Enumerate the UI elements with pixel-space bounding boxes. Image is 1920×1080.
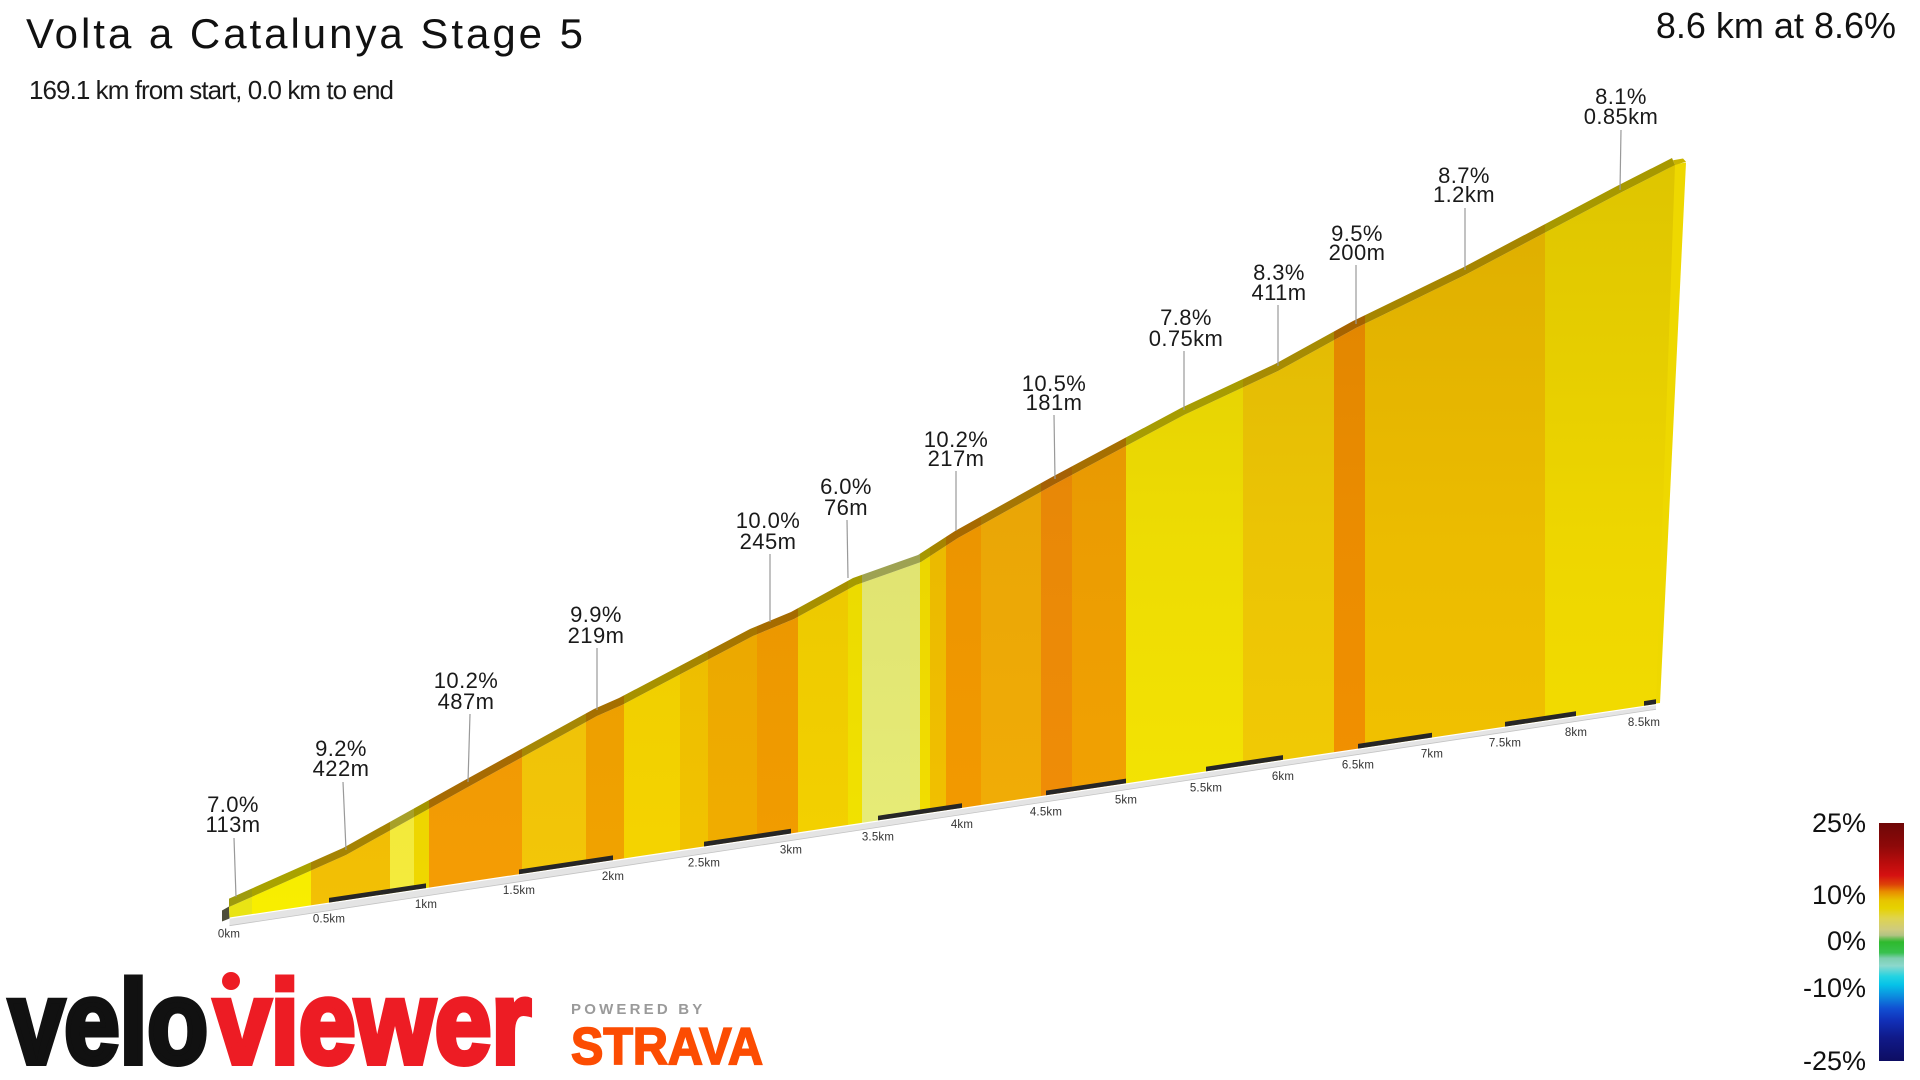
svg-text:217m: 217m [928, 446, 985, 471]
svg-text:viewer: viewer [214, 957, 531, 1080]
svg-text:9.5%: 9.5% [1331, 221, 1383, 246]
svg-text:8km: 8km [1565, 727, 1587, 739]
svg-text:76m: 76m [824, 495, 868, 520]
svg-text:8.1%: 8.1% [1595, 84, 1647, 109]
svg-text:4km: 4km [951, 819, 973, 831]
svg-text:113m: 113m [206, 812, 261, 837]
svg-text:219m: 219m [568, 623, 625, 648]
svg-text:6.5km: 6.5km [1342, 760, 1374, 772]
svg-text:5km: 5km [1115, 794, 1137, 806]
svg-text:169.1 km from start, 0.0 km to: 169.1 km from start, 0.0 km to end [29, 75, 394, 105]
svg-text:3.5km: 3.5km [862, 831, 894, 843]
svg-text:7.0%: 7.0% [207, 792, 259, 817]
svg-text:6.0%: 6.0% [820, 474, 872, 499]
svg-text:4.5km: 4.5km [1030, 806, 1062, 818]
svg-text:9.9%: 9.9% [570, 602, 622, 627]
svg-text:6km: 6km [1272, 771, 1294, 783]
svg-text:411m: 411m [1252, 280, 1307, 305]
svg-text:200m: 200m [1329, 240, 1386, 265]
svg-text:0km: 0km [218, 929, 240, 941]
svg-text:0.75km: 0.75km [1149, 326, 1224, 351]
svg-text:7.5km: 7.5km [1489, 738, 1521, 750]
svg-text:1.5km: 1.5km [503, 885, 535, 897]
svg-text:2.5km: 2.5km [688, 858, 720, 870]
svg-text:8.6 km at 8.6%: 8.6 km at 8.6% [1656, 5, 1896, 46]
svg-text:10.2%: 10.2% [924, 427, 988, 452]
svg-text:10%: 10% [1812, 880, 1866, 910]
svg-text:0.85km: 0.85km [1584, 104, 1659, 129]
svg-text:0%: 0% [1827, 926, 1866, 956]
svg-text:1km: 1km [415, 899, 437, 911]
svg-text:-10%: -10% [1803, 973, 1866, 1003]
svg-text:10.5%: 10.5% [1022, 371, 1086, 396]
svg-text:5.5km: 5.5km [1190, 782, 1222, 794]
svg-text:3km: 3km [780, 845, 802, 857]
svg-text:422m: 422m [313, 756, 370, 781]
svg-text:velo: velo [9, 957, 208, 1080]
svg-text:25%: 25% [1812, 808, 1866, 838]
svg-text:POWERED BY: POWERED BY [571, 1001, 706, 1018]
svg-text:7km: 7km [1421, 749, 1443, 761]
svg-text:8.5km: 8.5km [1628, 717, 1660, 729]
svg-text:8.3%: 8.3% [1253, 260, 1305, 285]
svg-text:8.7%: 8.7% [1438, 163, 1490, 188]
svg-text:245m: 245m [740, 529, 797, 554]
svg-text:487m: 487m [438, 689, 495, 714]
svg-text:7.8%: 7.8% [1160, 305, 1212, 330]
svg-text:0.5km: 0.5km [313, 914, 345, 926]
svg-text:181m: 181m [1026, 390, 1083, 415]
svg-text:10.2%: 10.2% [434, 668, 498, 693]
svg-text:STRAVA: STRAVA [571, 1018, 763, 1076]
svg-text:-25%: -25% [1803, 1046, 1866, 1076]
svg-text:10.0%: 10.0% [736, 508, 800, 533]
svg-text:Volta a Catalunya Stage 5: Volta a Catalunya Stage 5 [26, 10, 583, 57]
svg-text:9.2%: 9.2% [315, 736, 367, 761]
svg-text:2km: 2km [602, 871, 624, 883]
svg-text:1.2km: 1.2km [1433, 182, 1495, 207]
